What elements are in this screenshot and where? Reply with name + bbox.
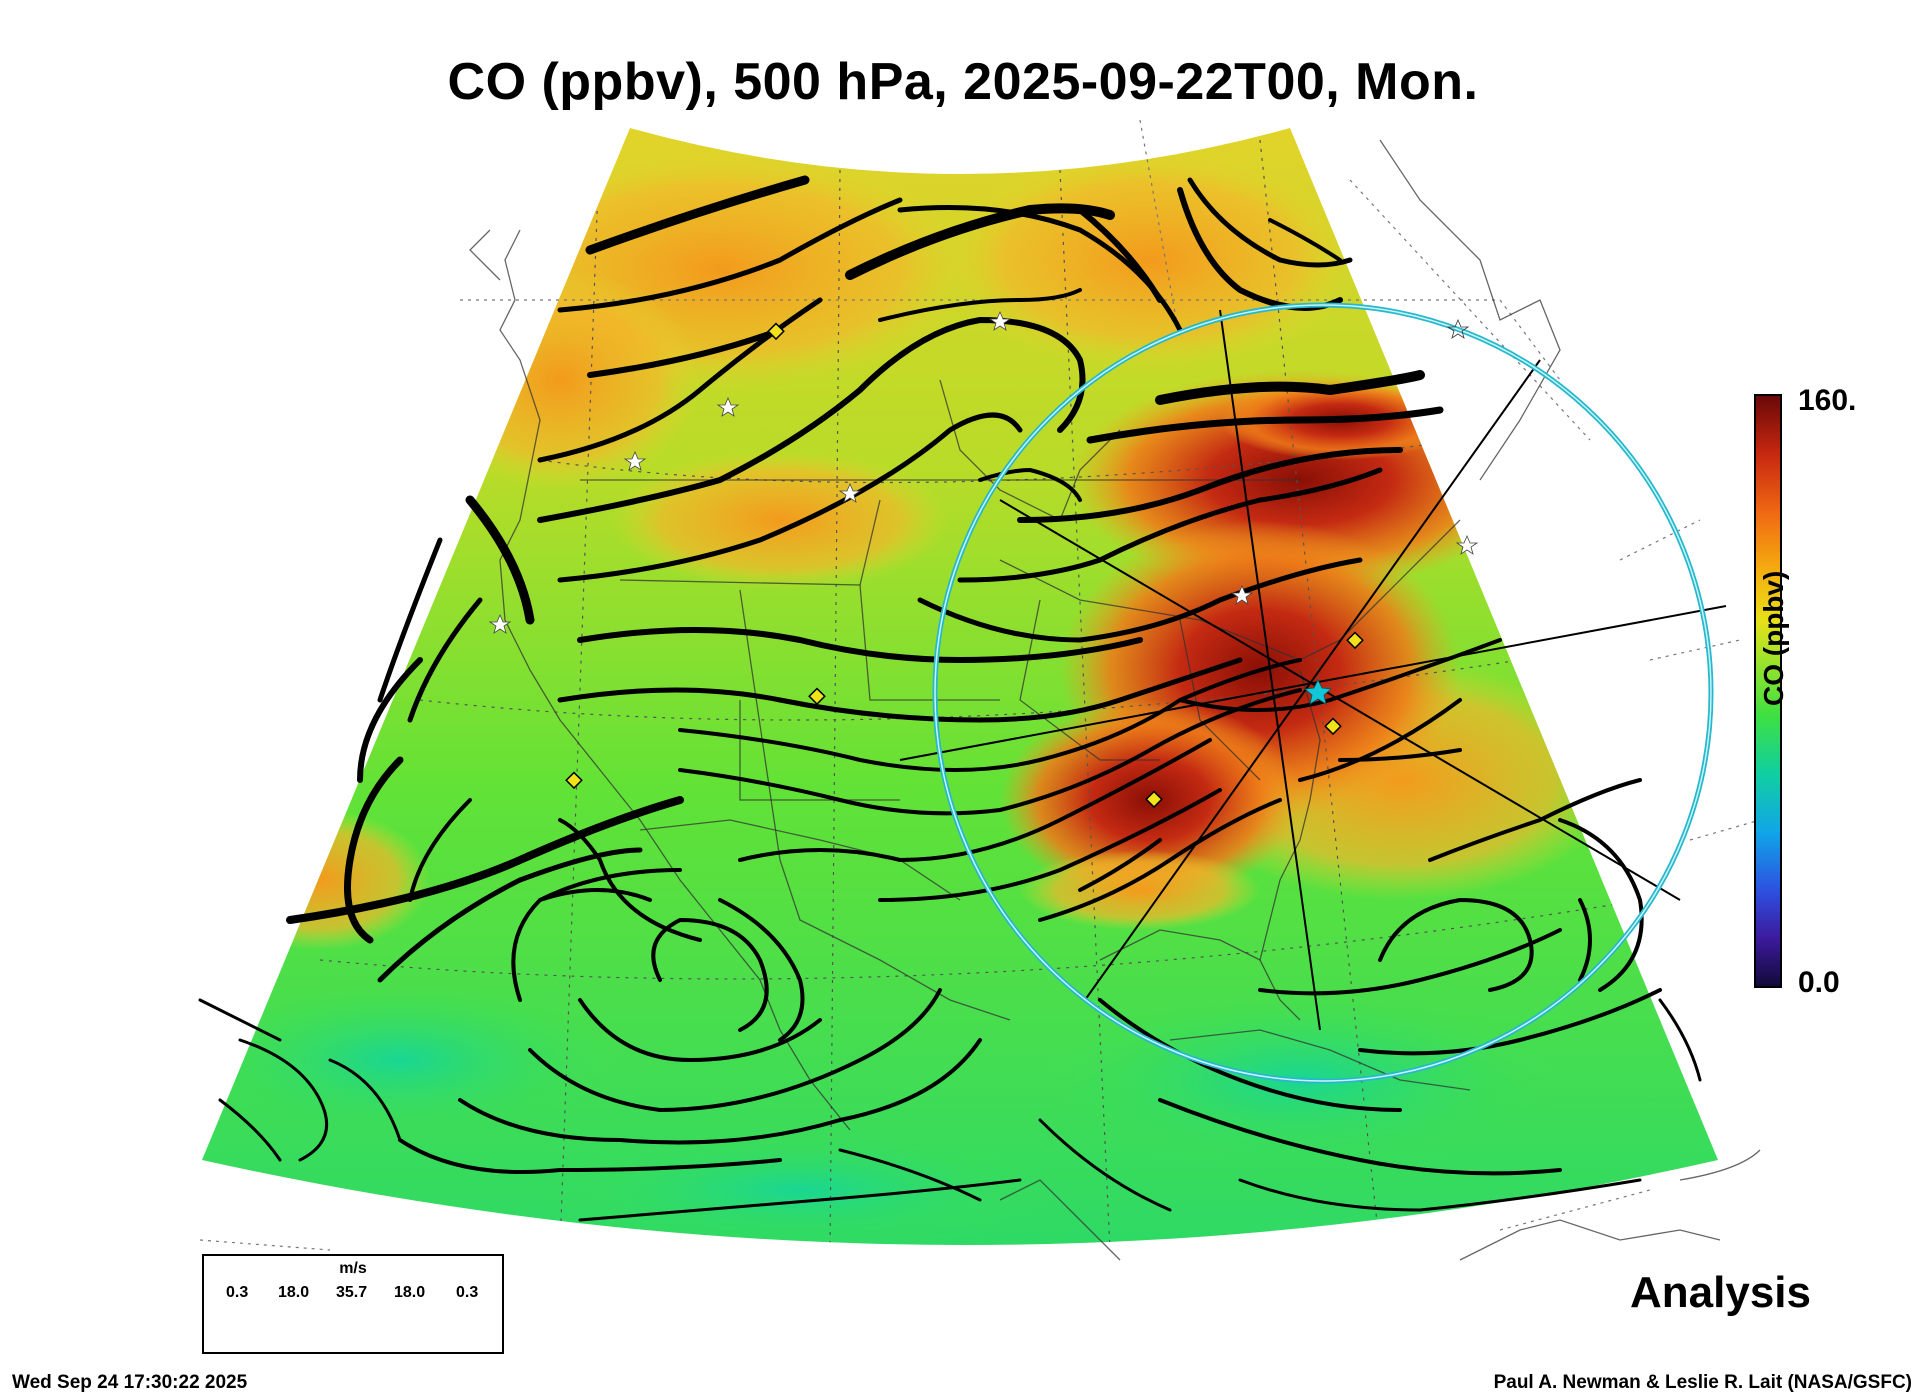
wind-legend-value: 0.3 bbox=[226, 1284, 249, 1301]
wind-legend-value: 0.3 bbox=[456, 1284, 479, 1301]
white-star-icon bbox=[488, 613, 512, 634]
range-ring bbox=[932, 302, 1714, 1084]
white-star-icon bbox=[716, 396, 740, 417]
map-title: CO (ppbv), 500 hPa, 2025-09-22T00, Mon. bbox=[447, 53, 1479, 111]
wind-speed-legend: m/s 0.3 18.0 35.7 18.0 0.3 bbox=[202, 1254, 504, 1354]
yellow-diamond-icon bbox=[1145, 790, 1163, 809]
white-star-icon bbox=[1455, 534, 1479, 555]
colorbar-title: CO (ppbv) bbox=[1758, 506, 1790, 706]
yellow-diamond-icon bbox=[808, 687, 826, 706]
white-star-icon bbox=[1446, 318, 1470, 339]
yellow-diamond-icon bbox=[1324, 717, 1342, 736]
credit: Paul A. Newman & Leslie R. Lait (NASA/GS… bbox=[1493, 1372, 1912, 1393]
wind-legend-unit: m/s bbox=[339, 1260, 367, 1277]
white-star-icon bbox=[623, 450, 647, 471]
wind-legend-value: 35.7 bbox=[336, 1284, 368, 1301]
co-field bbox=[202, 128, 1718, 1245]
white-star-icon bbox=[988, 310, 1012, 331]
colorbar-max-label: 160. bbox=[1798, 384, 1857, 417]
product-label: Analysis bbox=[1630, 1268, 1811, 1317]
yellow-diamond-icon bbox=[1346, 631, 1364, 650]
yellow-diamond-icon bbox=[767, 322, 785, 341]
flight-tracks bbox=[899, 309, 1727, 1031]
station-markers bbox=[565, 322, 1364, 809]
wind-legend-value: 18.0 bbox=[278, 1284, 310, 1301]
colorbar bbox=[1754, 394, 1782, 988]
timestamp: Wed Sep 24 17:30:22 2025 bbox=[12, 1372, 248, 1393]
city-markers bbox=[488, 310, 1479, 634]
colorbar-min-label: 0.0 bbox=[1798, 966, 1840, 999]
colorbar-title-text: CO (ppbv) bbox=[1758, 570, 1789, 706]
white-star-icon bbox=[838, 482, 862, 503]
streamlines bbox=[198, 175, 1702, 1222]
yellow-diamond-icon bbox=[565, 771, 583, 790]
wind-legend-value: 18.0 bbox=[394, 1284, 426, 1301]
white-star-icon bbox=[1230, 584, 1254, 605]
cyan-star-icon bbox=[1304, 679, 1332, 705]
